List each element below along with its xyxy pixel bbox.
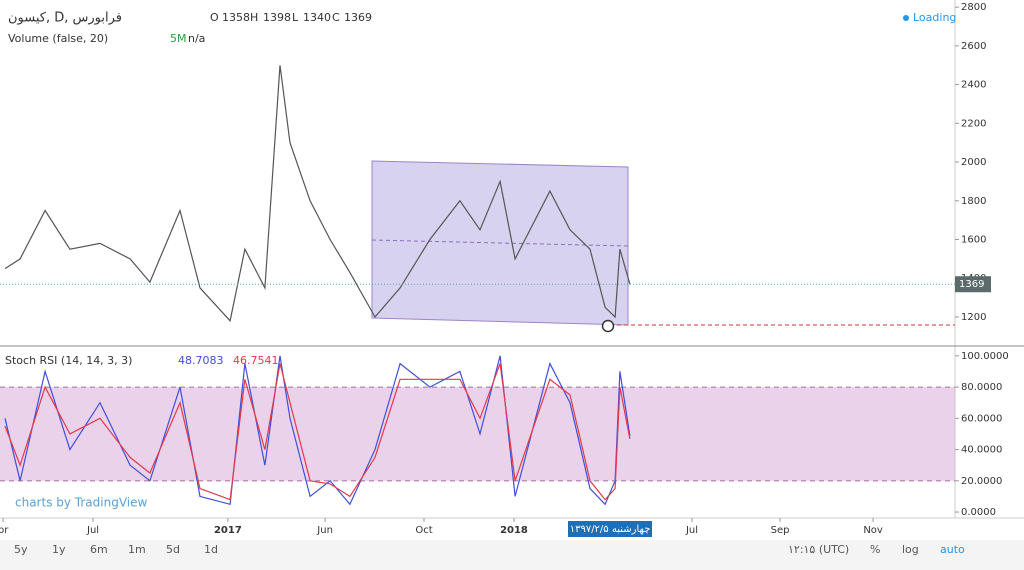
- y-tick-label: 1800: [961, 196, 986, 207]
- y-tick-label: 0.0000: [961, 507, 996, 518]
- volume-study: Volume (false, 20): [8, 32, 108, 45]
- last-price-label: 1369: [959, 279, 984, 290]
- clock: ۱۲:۱۵ (UTC): [788, 543, 849, 556]
- y-tick-label: 2200: [961, 118, 986, 129]
- y-tick-label: 2800: [961, 2, 986, 13]
- y-tick-label: 2000: [961, 157, 986, 168]
- x-tick-label: Sep: [771, 525, 790, 536]
- ohlc-label: H: [250, 11, 258, 24]
- x-tick-label: 2017: [214, 525, 242, 536]
- range-button[interactable]: 5y: [14, 543, 28, 556]
- y-tick-label: 1600: [961, 235, 986, 246]
- y-tick-label: 40.0000: [961, 445, 1002, 456]
- range-button[interactable]: 1d: [204, 543, 218, 556]
- x-tick-label: Jun: [316, 525, 333, 536]
- status-dot: [903, 15, 909, 21]
- crosshair-date: چهارشنبه ۱۳۹۷/۲/۵: [570, 524, 651, 535]
- bottom-toolbar: [0, 540, 1024, 570]
- data-line: [4, 363, 631, 501]
- y-tick-label: 20.0000: [961, 476, 1002, 487]
- data-line: [4, 355, 631, 506]
- percent-button[interactable]: %: [870, 543, 880, 556]
- range-button[interactable]: 1y: [52, 543, 66, 556]
- ohlc-value: 1398: [263, 11, 291, 24]
- volume-na: n/a: [188, 32, 205, 45]
- y-tick-label: 2600: [961, 41, 986, 52]
- y-tick-label: 1200: [961, 312, 986, 323]
- ohlc-value: 1358: [222, 11, 250, 24]
- y-tick-label: 2400: [961, 80, 986, 91]
- auto-button[interactable]: auto: [940, 543, 965, 556]
- legend-value: 48.7083: [178, 354, 224, 367]
- legend-value: 46.7541: [233, 354, 279, 367]
- status: Loading: [913, 11, 956, 24]
- x-tick-label: Jul: [86, 525, 99, 536]
- log-button[interactable]: log: [902, 543, 919, 556]
- rsi-study: Stoch RSI (14, 14, 3, 3): [5, 354, 132, 367]
- y-tick-label: 100.0000: [961, 351, 1009, 362]
- anchor-handle[interactable]: [601, 319, 615, 333]
- x-tick-label: 2018: [500, 525, 528, 536]
- range-button[interactable]: 1m: [128, 543, 146, 556]
- range-button[interactable]: 5d: [166, 543, 180, 556]
- x-tick-label: Nov: [863, 525, 883, 536]
- range-button[interactable]: 6m: [90, 543, 108, 556]
- watermark: charts by TradingView: [15, 496, 147, 510]
- band: [0, 387, 955, 481]
- ohlc-value: 1369: [344, 11, 372, 24]
- x-tick-label: Jul: [685, 525, 698, 536]
- crosshair-date-box: [568, 521, 652, 537]
- y-tick-label: 60.0000: [961, 413, 1002, 424]
- ohlc-label: O: [210, 11, 219, 24]
- x-tick-label: Oct: [415, 525, 432, 536]
- ohlc-label: L: [292, 11, 299, 24]
- volume-value: 5M: [170, 32, 187, 45]
- ohlc-value: 1340: [303, 11, 331, 24]
- symbol-title: کیسون, D, فرابورس: [8, 11, 122, 26]
- last-price-tag: [955, 276, 991, 293]
- ohlc-label: C: [332, 11, 340, 24]
- x-tick-label: pr: [0, 525, 9, 536]
- data-line: [4, 65, 631, 323]
- y-tick-label: 80.0000: [961, 382, 1002, 393]
